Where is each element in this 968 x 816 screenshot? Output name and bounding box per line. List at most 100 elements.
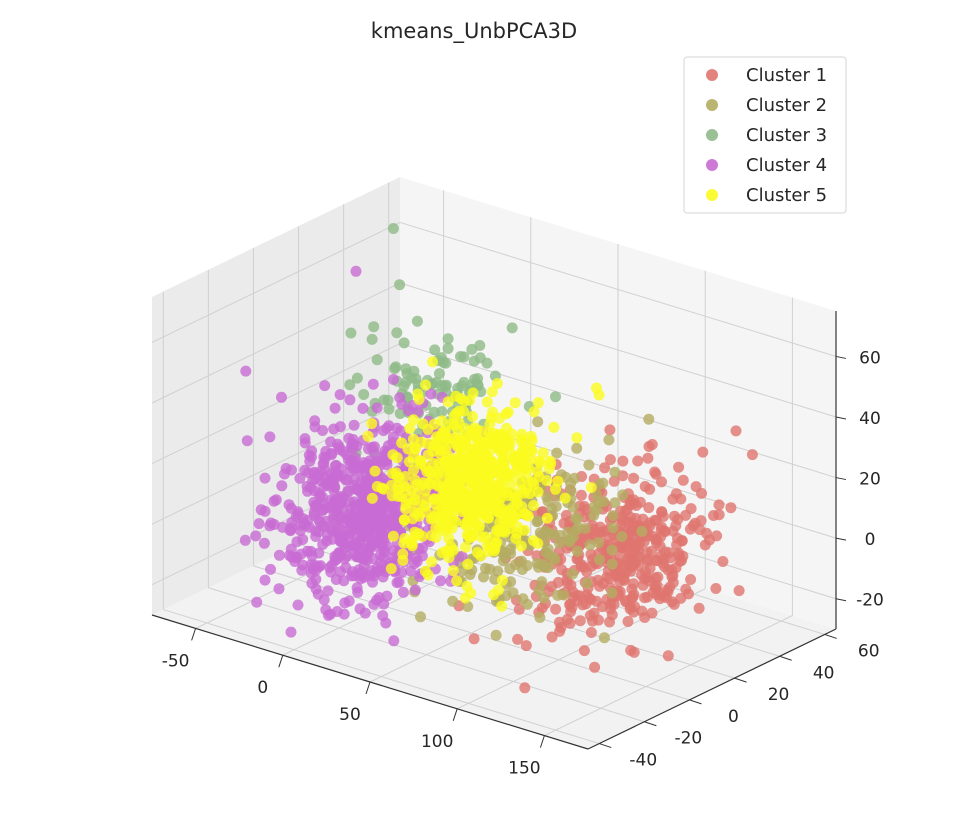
data-point [478, 462, 490, 473]
data-point [667, 493, 679, 505]
data-point [259, 472, 271, 484]
data-point-outlier [746, 449, 758, 461]
data-point [583, 459, 595, 471]
data-point [609, 497, 621, 509]
data-point [656, 476, 667, 488]
data-point [408, 414, 419, 426]
data-point [554, 537, 565, 549]
z-tick-mark [835, 416, 847, 420]
data-point [713, 509, 725, 521]
data-point [606, 558, 618, 570]
data-point [431, 479, 443, 490]
data-point [360, 509, 372, 521]
data-point [403, 456, 415, 468]
data-point [515, 540, 527, 552]
data-point [494, 433, 506, 445]
data-point [399, 533, 411, 544]
data-point [482, 521, 494, 533]
data-point [409, 584, 421, 596]
data-point [516, 555, 528, 567]
data-point [621, 504, 633, 516]
data-point [294, 472, 306, 484]
data-point [369, 465, 381, 477]
data-point [456, 550, 468, 562]
data-point [551, 447, 563, 459]
data-point [637, 513, 649, 525]
data-point [381, 422, 393, 434]
data-point [525, 430, 537, 442]
data-point [636, 525, 648, 537]
data-point [521, 598, 533, 610]
data-point [371, 402, 383, 414]
x-tick-mark [191, 628, 197, 641]
data-point [513, 603, 525, 615]
data-point [639, 592, 651, 604]
data-point [503, 468, 515, 480]
data-point [498, 516, 510, 528]
data-point [616, 531, 628, 542]
data-point [733, 585, 745, 597]
data-point [565, 533, 577, 545]
data-point [352, 586, 364, 598]
data-point [599, 462, 611, 474]
data-point [485, 438, 496, 450]
data-point-outlier [550, 391, 561, 403]
x-tick-mark [452, 708, 458, 721]
legend-label: Cluster 3 [746, 125, 827, 146]
data-point [598, 496, 610, 508]
data-point [598, 632, 610, 644]
z-tick-mark [835, 598, 847, 602]
data-point [585, 548, 597, 560]
data-point [383, 403, 395, 415]
data-point [516, 428, 528, 440]
data-point [476, 531, 488, 543]
data-point [542, 543, 554, 555]
data-point [546, 503, 558, 514]
data-point [318, 594, 330, 606]
legend-box [683, 56, 847, 214]
legend-label: Cluster 1 [746, 65, 827, 86]
data-point [535, 457, 546, 469]
data-point [285, 626, 297, 638]
data-point [352, 551, 364, 563]
data-point [375, 557, 386, 569]
data-point [417, 418, 429, 430]
data-point [656, 506, 668, 518]
data-point [406, 540, 418, 552]
y-tick-mark [599, 743, 612, 749]
data-point [489, 465, 501, 477]
data-point [428, 457, 439, 469]
z-tick-mark [835, 355, 847, 359]
data-point [362, 430, 374, 442]
data-point [329, 402, 341, 414]
data-point [315, 465, 327, 477]
data-point [400, 503, 412, 515]
data-point [516, 501, 528, 513]
data-point [297, 559, 309, 571]
data-point [368, 321, 380, 333]
data-point [317, 539, 329, 550]
data-point [241, 435, 253, 447]
data-point [413, 528, 425, 540]
data-point [358, 389, 370, 400]
data-point [398, 514, 410, 526]
data-point [505, 428, 517, 440]
grid-x-floor [544, 615, 793, 737]
data-point [571, 442, 583, 454]
data-point [429, 344, 441, 356]
data-point [401, 368, 413, 380]
data-point [659, 526, 671, 537]
data-point [463, 530, 475, 542]
x-tick-mark [278, 655, 284, 668]
data-point [485, 412, 497, 424]
data-point [391, 577, 403, 589]
legend-label: Cluster 2 [746, 95, 827, 116]
data-point [308, 509, 320, 521]
data-point [569, 472, 581, 484]
data-point [370, 520, 382, 532]
data-point [574, 615, 586, 627]
data-point [516, 445, 528, 456]
data-point [490, 629, 502, 641]
data-point [670, 562, 682, 574]
data-point-outlier [319, 380, 331, 392]
